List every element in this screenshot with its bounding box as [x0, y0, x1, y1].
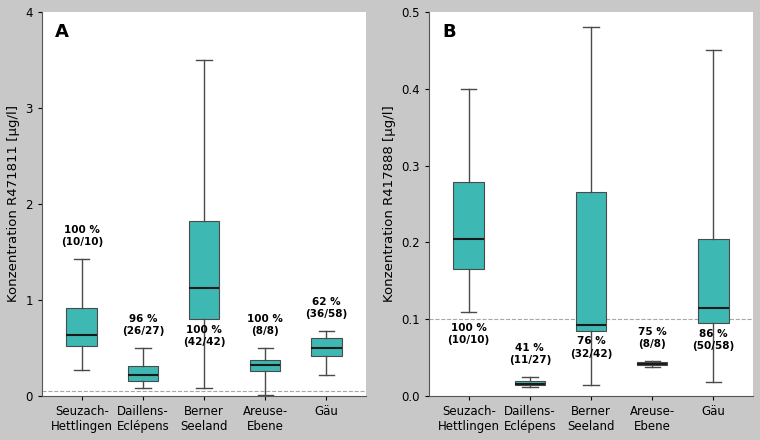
Text: 62 %
(36/58): 62 % (36/58) [306, 297, 347, 319]
PathPatch shape [454, 183, 484, 269]
Text: 100 %
(42/42): 100 % (42/42) [183, 325, 225, 347]
Text: 100 %
(10/10): 100 % (10/10) [61, 225, 103, 247]
Text: 41 %
(11/27): 41 % (11/27) [508, 343, 551, 365]
PathPatch shape [250, 359, 280, 371]
PathPatch shape [311, 338, 342, 356]
Text: A: A [55, 23, 69, 41]
PathPatch shape [515, 381, 545, 385]
Text: 76 %
(32/42): 76 % (32/42) [570, 337, 613, 359]
PathPatch shape [188, 221, 220, 319]
Y-axis label: Konzentration R471811 [µg/l]: Konzentration R471811 [µg/l] [7, 106, 20, 302]
Y-axis label: Konzentration R417888 [µg/l]: Konzentration R417888 [µg/l] [383, 106, 396, 302]
Text: B: B [442, 23, 455, 41]
Text: 96 %
(26/27): 96 % (26/27) [122, 314, 164, 337]
Text: 100 %
(10/10): 100 % (10/10) [448, 323, 490, 345]
PathPatch shape [698, 238, 729, 323]
Text: 86 %
(50/58): 86 % (50/58) [692, 329, 734, 351]
Text: 100 %
(8/8): 100 % (8/8) [247, 314, 283, 337]
Text: 75 %
(8/8): 75 % (8/8) [638, 327, 667, 349]
PathPatch shape [576, 192, 606, 331]
PathPatch shape [128, 366, 158, 381]
PathPatch shape [66, 308, 97, 346]
PathPatch shape [637, 362, 667, 365]
